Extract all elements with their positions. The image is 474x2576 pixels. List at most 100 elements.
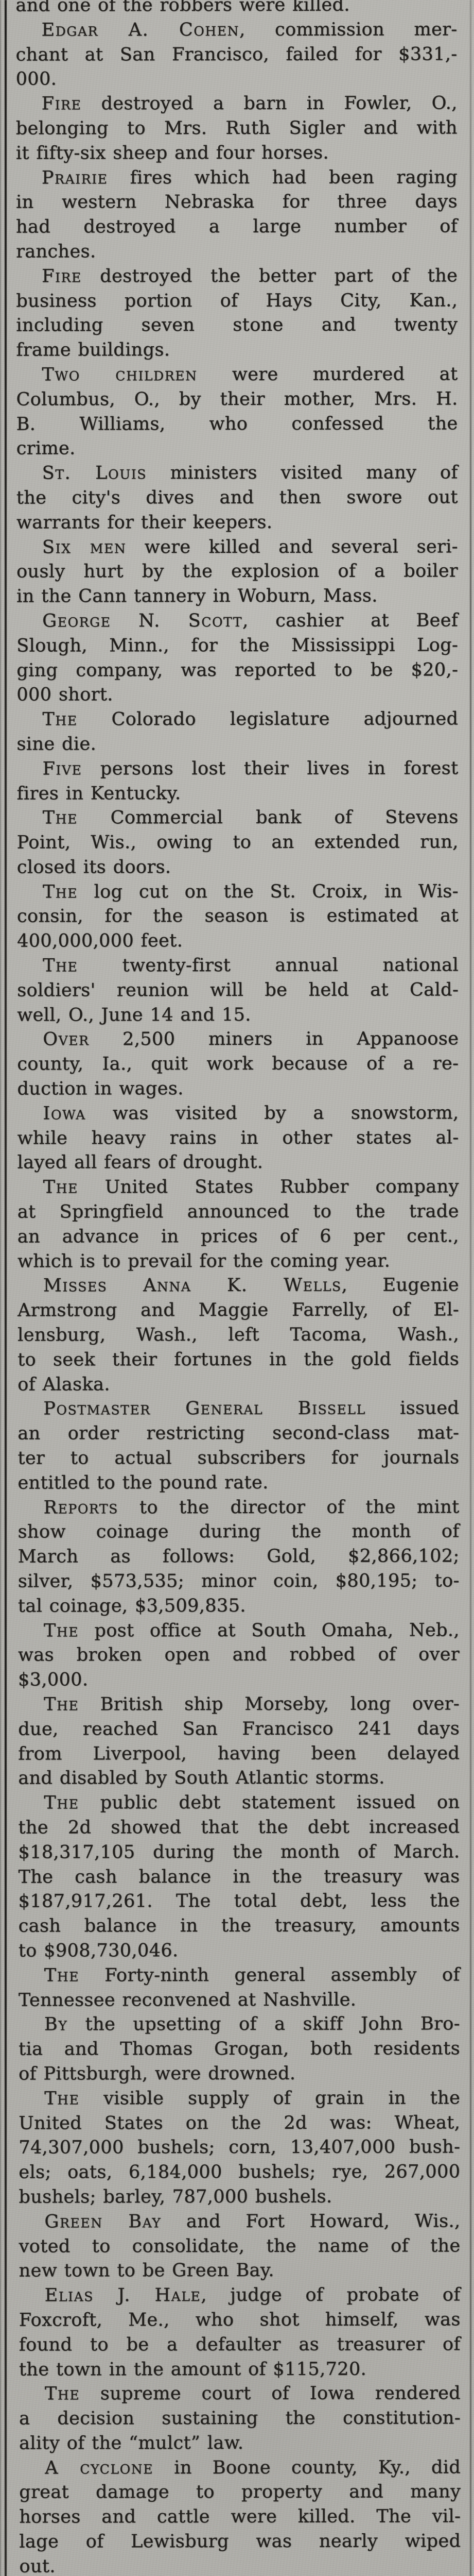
lead-in-small-caps: Postmaster General Bissell [43,1398,366,1419]
lead-in-small-caps: The [44,1965,80,1986]
news-item-line: bushels; barley, 787,000 bushels. [19,2186,332,2208]
lead-in-small-caps: Five [42,758,82,779]
news-item-line: in the Cann tannery in Woburn, Mass. [16,585,378,607]
news-item-line: tal coinage, $3,509,835. [17,1595,246,1617]
news-item-line: Six men were killed and several seri- [42,536,459,558]
news-item-line: 400,000,000 feet. [17,930,183,952]
news-item-line: lage of Lewisburg was nearly wiped [19,2531,461,2552]
news-item-line: $187,917,261. The total debt, less the [18,1890,460,1912]
news-item-line: By the upsetting of a skiff John Bro- [44,2013,461,2035]
news-item-line: lensburg, Wash., left Tacoma, Wash., [17,1324,460,1346]
news-item-line: The log cut on the St. Croix, in Wis- [42,881,459,903]
news-item-line: an advance in prices of 6 per cent., [17,1226,459,1247]
news-item: By the upsetting of a skiff John Bro-tia… [19,2012,460,2087]
news-item: Green Bay and Fort Howard, Wis., voted to… [19,2209,461,2284]
news-item-line: including seven stone and twenty [16,314,458,336]
news-item-line: Armstrong and Maggie Farrelly, of El- [17,1299,460,1321]
news-item-line: and one of the robbers were killed. [15,0,350,16]
news-item-line: 74,307,000 bushels; corn, 13,407,000 bus… [19,2137,461,2158]
news-item-line: Iowa was visited by a snowstorm, [43,1103,459,1124]
news-item-line: fires in Kentucky. [16,783,181,804]
news-item: Fire destroyed a barn in Fowler, O., belo… [16,92,458,166]
news-item-line: George N. Scott, cashier at Beef [42,610,459,632]
lead-in-small-caps: George N. Scott [42,610,243,632]
news-item: The Forty-ninth general assembly of Tenne… [19,1963,460,2013]
news-item-line: The visible supply of grain in the [44,2088,461,2109]
news-item-line: Postmaster General Bissell issued [43,1398,460,1419]
news-item-line: to $908,730,046. [18,1940,179,1961]
news-item-line: Over 2,500 miners in Appanoose [43,1028,459,1050]
column-text: and one of the robbers were killed. Edgar… [15,0,462,2576]
news-item-line: voted to consolidate, the name of the [19,2235,461,2257]
column-rule-right [470,0,471,2576]
news-item-line: Point, Wis., owing to an extended run, [16,832,459,853]
news-item-line: due, reached San Francisco 241 days [18,1718,460,1740]
news-item-line: The twenty-first annual national [43,955,459,976]
news-item-line: The British ship Morseby, long over- [44,1693,460,1715]
lead-in-small-caps: Prairie [41,167,108,189]
news-item-line: new town to be Green Bay. [19,2260,274,2281]
news-item-line: Fire destroyed the better part of the [42,265,458,287]
news-item-line: $3,000. [18,1669,89,1690]
news-item-line: of Alaska. [17,1374,110,1395]
news-item-line: Elias J. Hale, judge of probate of [44,2284,461,2306]
lead-in-small-caps: Fire [41,93,82,114]
news-item-line: business portion of Hays City, Kan., [16,290,458,312]
news-item: The British ship Morseby, long over-due,… [18,1692,460,1791]
lead-in-small-caps: By [44,2014,68,2035]
news-item-line: Columbus, O., by their mother, Mrs. H. [16,388,458,410]
lead-in-small-caps: Two children [42,364,198,385]
news-item-line: Five persons lost their lives in forest [42,758,459,779]
news-item-line: Tennessee reconvened at Nashville. [18,1989,357,2011]
news-item: Six men were killed and several seri-ous… [16,535,458,609]
news-item-line: duction in wages. [17,1078,184,1099]
news-item-line: crime. [16,438,76,459]
lead-in-small-caps: Over [43,1029,90,1050]
column-rule-left [5,0,7,2576]
news-item-line: els; oats, 6,184,000 bushels; rye, 267,0… [19,2161,461,2183]
news-item-line: Two children were murdered at [42,364,458,385]
news-item: Fire destroyed the better part of the bus… [16,264,458,363]
lead-in-small-caps: The [42,807,78,828]
lead-in-small-caps: Elias J. Hale [44,2285,201,2306]
news-item-line: ranches. [16,241,96,262]
news-item-line: layed all fears of drought. [17,1152,264,1174]
page-edge-shadow [0,0,1,2576]
news-item-line: Slough, Minn., for the Mississippi Log- [16,635,459,656]
news-item-line: cash balance in the treasury, amounts [18,1915,460,1937]
news-item-line: Reports to the director of the mint [43,1497,460,1518]
news-item-line: sine die. [16,734,97,755]
news-item-line: tia and Thomas Grogan, both residents [19,2038,461,2060]
news-item-line: The supreme court of Iowa rendered [44,2383,461,2404]
news-item-line: The Forty-ninth general assembly of [44,1964,460,1986]
lead-in-small-caps: A cyclone [45,2457,154,2479]
news-item: George N. Scott, cashier at Beef Slough, … [16,608,458,707]
news-item-line: Misses Anna K. Wells, Eugenie [43,1275,460,1296]
news-item-line: closed its doors. [16,857,171,878]
lead-in-small-caps: The [44,1792,79,1814]
news-item-line: 000 short. [16,684,113,705]
lead-in-small-caps: The [43,1620,79,1641]
news-item-line: $18,317,105 during the month of March. [18,1841,460,1863]
lead-in-small-caps: Green Bay [44,2211,162,2232]
news-item: The twenty-first annual national soldiers… [17,953,459,1028]
news-item-line: St. Louis ministers visited many of [42,462,458,484]
lead-in-small-caps: The [44,2383,80,2404]
news-item-line: had destroyed a large number of [16,216,458,238]
news-item: The United States Rubber company at Sprin… [17,1175,459,1274]
news-item-line: The Commercial bank of Stevens [42,807,459,828]
news-item-line: soldiers' reunion will be held at Cald- [17,979,459,1001]
news-item-line: from Liverpool, having been delayed [18,1742,460,1765]
news-item-line: Green Bay and Fort Howard, Wis., [44,2211,461,2232]
news-item-line: horses and cattle were killed. The vil- [19,2506,461,2528]
news-item: The Colorado legislature adjourned sine d… [16,707,459,757]
news-item-line: county, Ia., quit work because of a re- [17,1053,459,1075]
news-item: Edgar A. Cohen, commission mer-chant at … [16,18,458,92]
lead-in-small-caps: The [43,1177,78,1198]
news-item: The post office at South Omaha, Neb., was… [18,1618,460,1693]
news-item-line: it fifty-six sheep and four horses. [15,142,329,164]
news-item-line: United States on the 2d was: Wheat, [19,2112,461,2134]
news-item-line: A cyclone in Boone county, Ky., did [45,2457,461,2479]
news-item-line: Foxcroft, Me., who shot himself, was [19,2309,461,2331]
